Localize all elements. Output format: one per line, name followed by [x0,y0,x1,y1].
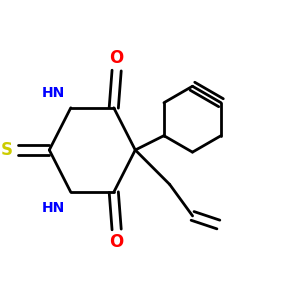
Text: HN: HN [42,201,65,215]
Text: S: S [0,141,12,159]
Text: HN: HN [42,86,65,100]
Text: O: O [110,49,124,67]
Text: O: O [110,233,124,251]
